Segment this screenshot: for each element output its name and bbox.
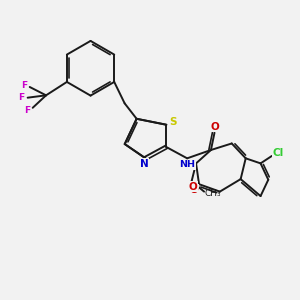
- Text: N: N: [140, 159, 148, 169]
- Text: NH: NH: [179, 160, 195, 169]
- Text: F: F: [24, 106, 30, 115]
- Text: CH₃: CH₃: [204, 189, 221, 198]
- Text: S: S: [169, 117, 177, 128]
- Text: O: O: [189, 184, 198, 194]
- Text: O: O: [189, 182, 197, 192]
- Text: F: F: [18, 93, 24, 102]
- Text: F: F: [21, 81, 27, 90]
- Text: O: O: [211, 122, 220, 132]
- Text: Cl: Cl: [273, 148, 284, 158]
